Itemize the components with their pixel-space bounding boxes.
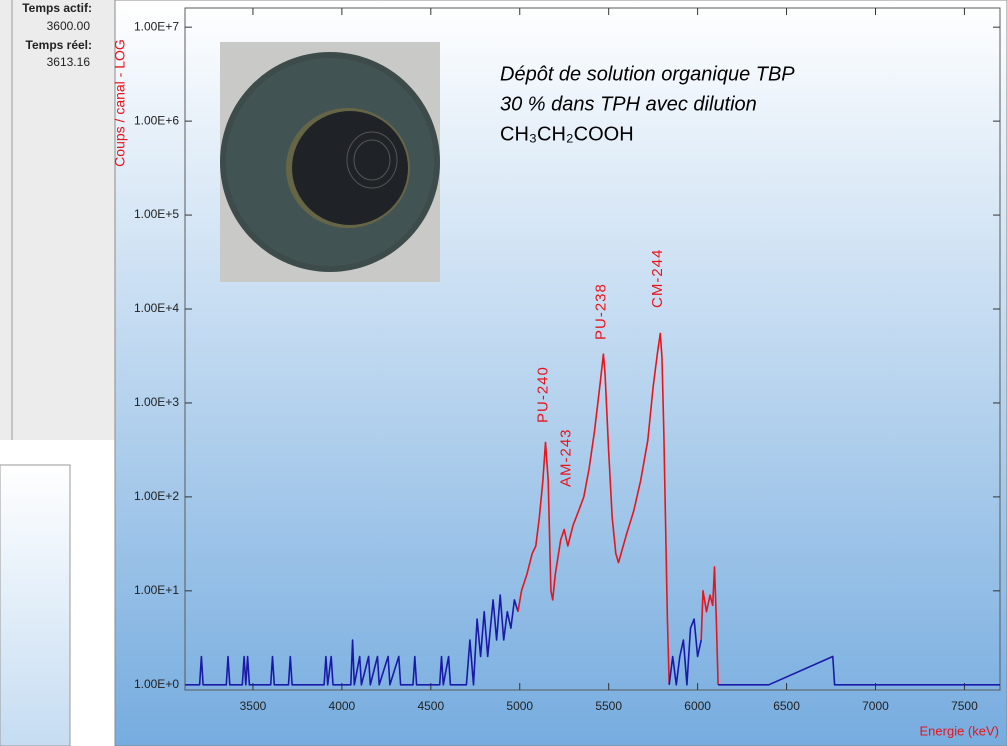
y-axis-label: Coups / canal - LOG (112, 39, 128, 167)
x-tick-label: 7000 (862, 699, 889, 713)
peak-label: PU-238 (592, 283, 609, 340)
y-tick-label: 1.00E+0 (134, 677, 179, 691)
real-time-label: Temps réel: (26, 38, 92, 52)
chart: Temps actif: 3600.00 Temps réel: 3613.16… (0, 0, 1007, 746)
photo-inset (220, 42, 440, 282)
note-line: 30 % dans TPH avec dilution (500, 93, 757, 115)
active-time-value: 3600.00 (47, 19, 91, 33)
x-tick-label: 6500 (773, 699, 800, 713)
real-time-value: 3613.16 (47, 55, 91, 69)
background-window (0, 465, 70, 746)
x-tick-label: 6000 (684, 699, 711, 713)
y-tick-label: 1.00E+2 (134, 489, 179, 503)
x-tick-label: 4500 (417, 699, 444, 713)
x-axis-label: Energie (keV) (920, 723, 999, 738)
y-tick-label: 1.00E+7 (134, 19, 179, 33)
x-tick-label: 4000 (329, 699, 356, 713)
peak-label: PU-240 (535, 366, 552, 423)
x-tick-label: 5000 (506, 699, 533, 713)
x-tick-label: 7500 (951, 699, 978, 713)
note-line: Dépôt de solution organique TBP (500, 63, 795, 85)
x-tick-label: 5500 (595, 699, 622, 713)
y-tick-label: 1.00E+6 (134, 113, 179, 127)
y-tick-label: 1.00E+3 (134, 395, 179, 409)
page: Temps actif: 3600.00 Temps réel: 3613.16… (0, 0, 1007, 746)
x-tick-label: 3500 (240, 699, 267, 713)
y-tick-label: 1.00E+1 (134, 583, 179, 597)
y-tick-label: 1.00E+4 (134, 301, 179, 315)
y-tick-label: 1.00E+5 (134, 207, 179, 221)
active-time-label: Temps actif: (22, 1, 92, 15)
peak-label: AM-243 (558, 428, 575, 487)
peak-label: CM-244 (649, 249, 666, 308)
note-formula: CH₃CH₂COOH (500, 123, 634, 145)
